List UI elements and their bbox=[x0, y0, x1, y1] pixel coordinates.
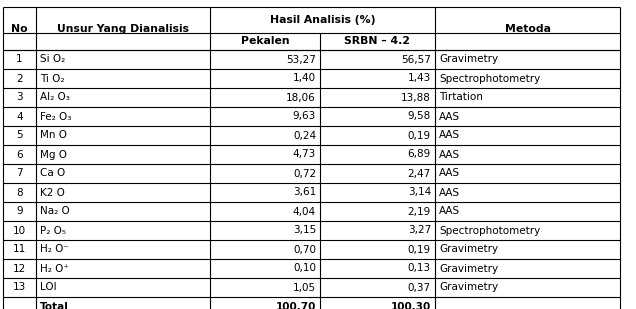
Text: Unsur Yang Dianalisis: Unsur Yang Dianalisis bbox=[57, 23, 189, 33]
Text: Spectrophotometry: Spectrophotometry bbox=[439, 226, 540, 235]
Text: Spectrophotometry: Spectrophotometry bbox=[439, 74, 540, 83]
Text: Ti O₂: Ti O₂ bbox=[40, 74, 64, 83]
Text: 0,13: 0,13 bbox=[408, 264, 431, 273]
Text: 13,88: 13,88 bbox=[401, 92, 431, 103]
Text: 0,24: 0,24 bbox=[293, 130, 316, 141]
Text: 13: 13 bbox=[13, 282, 26, 293]
Text: 1,43: 1,43 bbox=[408, 74, 431, 83]
Text: Si O₂: Si O₂ bbox=[40, 54, 66, 65]
Text: 53,27: 53,27 bbox=[286, 54, 316, 65]
Text: 11: 11 bbox=[13, 244, 26, 255]
Text: H₂ O⁻: H₂ O⁻ bbox=[40, 244, 69, 255]
Text: 5: 5 bbox=[16, 130, 23, 141]
Text: LOI: LOI bbox=[40, 282, 57, 293]
Text: Fe₂ O₃: Fe₂ O₃ bbox=[40, 112, 71, 121]
Text: 100,70: 100,70 bbox=[275, 302, 316, 309]
Text: 2: 2 bbox=[16, 74, 23, 83]
Text: 9: 9 bbox=[16, 206, 23, 217]
Text: AAS: AAS bbox=[439, 188, 460, 197]
Text: AAS: AAS bbox=[439, 150, 460, 159]
Text: 0,19: 0,19 bbox=[408, 244, 431, 255]
Text: AAS: AAS bbox=[439, 206, 460, 217]
Text: 0,10: 0,10 bbox=[293, 264, 316, 273]
Text: Tirtation: Tirtation bbox=[439, 92, 483, 103]
Text: Total: Total bbox=[40, 302, 69, 309]
Text: Hasil Analisis (%): Hasil Analisis (%) bbox=[270, 15, 375, 25]
Text: 9,58: 9,58 bbox=[408, 112, 431, 121]
Text: 10: 10 bbox=[13, 226, 26, 235]
Text: Gravimetry: Gravimetry bbox=[439, 54, 498, 65]
Text: Gravimetry: Gravimetry bbox=[439, 264, 498, 273]
Text: 4: 4 bbox=[16, 112, 23, 121]
Text: 3,61: 3,61 bbox=[293, 188, 316, 197]
Text: Gravimetry: Gravimetry bbox=[439, 282, 498, 293]
Text: Al₂ O₃: Al₂ O₃ bbox=[40, 92, 70, 103]
Text: 8: 8 bbox=[16, 188, 23, 197]
Text: 3,15: 3,15 bbox=[293, 226, 316, 235]
Text: AAS: AAS bbox=[439, 112, 460, 121]
Text: 0,19: 0,19 bbox=[408, 130, 431, 141]
Text: SRBN – 4.2: SRBN – 4.2 bbox=[345, 36, 410, 46]
Text: 1,40: 1,40 bbox=[293, 74, 316, 83]
Text: K2 O: K2 O bbox=[40, 188, 65, 197]
Text: 1: 1 bbox=[16, 54, 23, 65]
Text: Metoda: Metoda bbox=[504, 23, 551, 33]
Text: P₂ O₅: P₂ O₅ bbox=[40, 226, 66, 235]
Text: 3,27: 3,27 bbox=[408, 226, 431, 235]
Text: 0,70: 0,70 bbox=[293, 244, 316, 255]
Text: 2,19: 2,19 bbox=[408, 206, 431, 217]
Text: 4,73: 4,73 bbox=[293, 150, 316, 159]
Text: Ca O: Ca O bbox=[40, 168, 66, 179]
Text: 18,06: 18,06 bbox=[286, 92, 316, 103]
Text: AAS: AAS bbox=[439, 130, 460, 141]
Text: 2,47: 2,47 bbox=[408, 168, 431, 179]
Text: Mn O: Mn O bbox=[40, 130, 67, 141]
Text: Gravimetry: Gravimetry bbox=[439, 244, 498, 255]
Text: AAS: AAS bbox=[439, 168, 460, 179]
Text: 4,04: 4,04 bbox=[293, 206, 316, 217]
Text: 3: 3 bbox=[16, 92, 23, 103]
Text: 0,37: 0,37 bbox=[408, 282, 431, 293]
Text: H₂ O⁺: H₂ O⁺ bbox=[40, 264, 69, 273]
Text: No: No bbox=[11, 23, 28, 33]
Text: 6,89: 6,89 bbox=[408, 150, 431, 159]
Text: Mg O: Mg O bbox=[40, 150, 67, 159]
Text: 1,05: 1,05 bbox=[293, 282, 316, 293]
Text: 100,30: 100,30 bbox=[391, 302, 431, 309]
Text: 12: 12 bbox=[13, 264, 26, 273]
Text: 3,14: 3,14 bbox=[408, 188, 431, 197]
Text: 6: 6 bbox=[16, 150, 23, 159]
Text: Na₂ O: Na₂ O bbox=[40, 206, 70, 217]
Text: 9,63: 9,63 bbox=[293, 112, 316, 121]
Text: 0,72: 0,72 bbox=[293, 168, 316, 179]
Text: 7: 7 bbox=[16, 168, 23, 179]
Text: 56,57: 56,57 bbox=[401, 54, 431, 65]
Text: Pekalen: Pekalen bbox=[240, 36, 289, 46]
